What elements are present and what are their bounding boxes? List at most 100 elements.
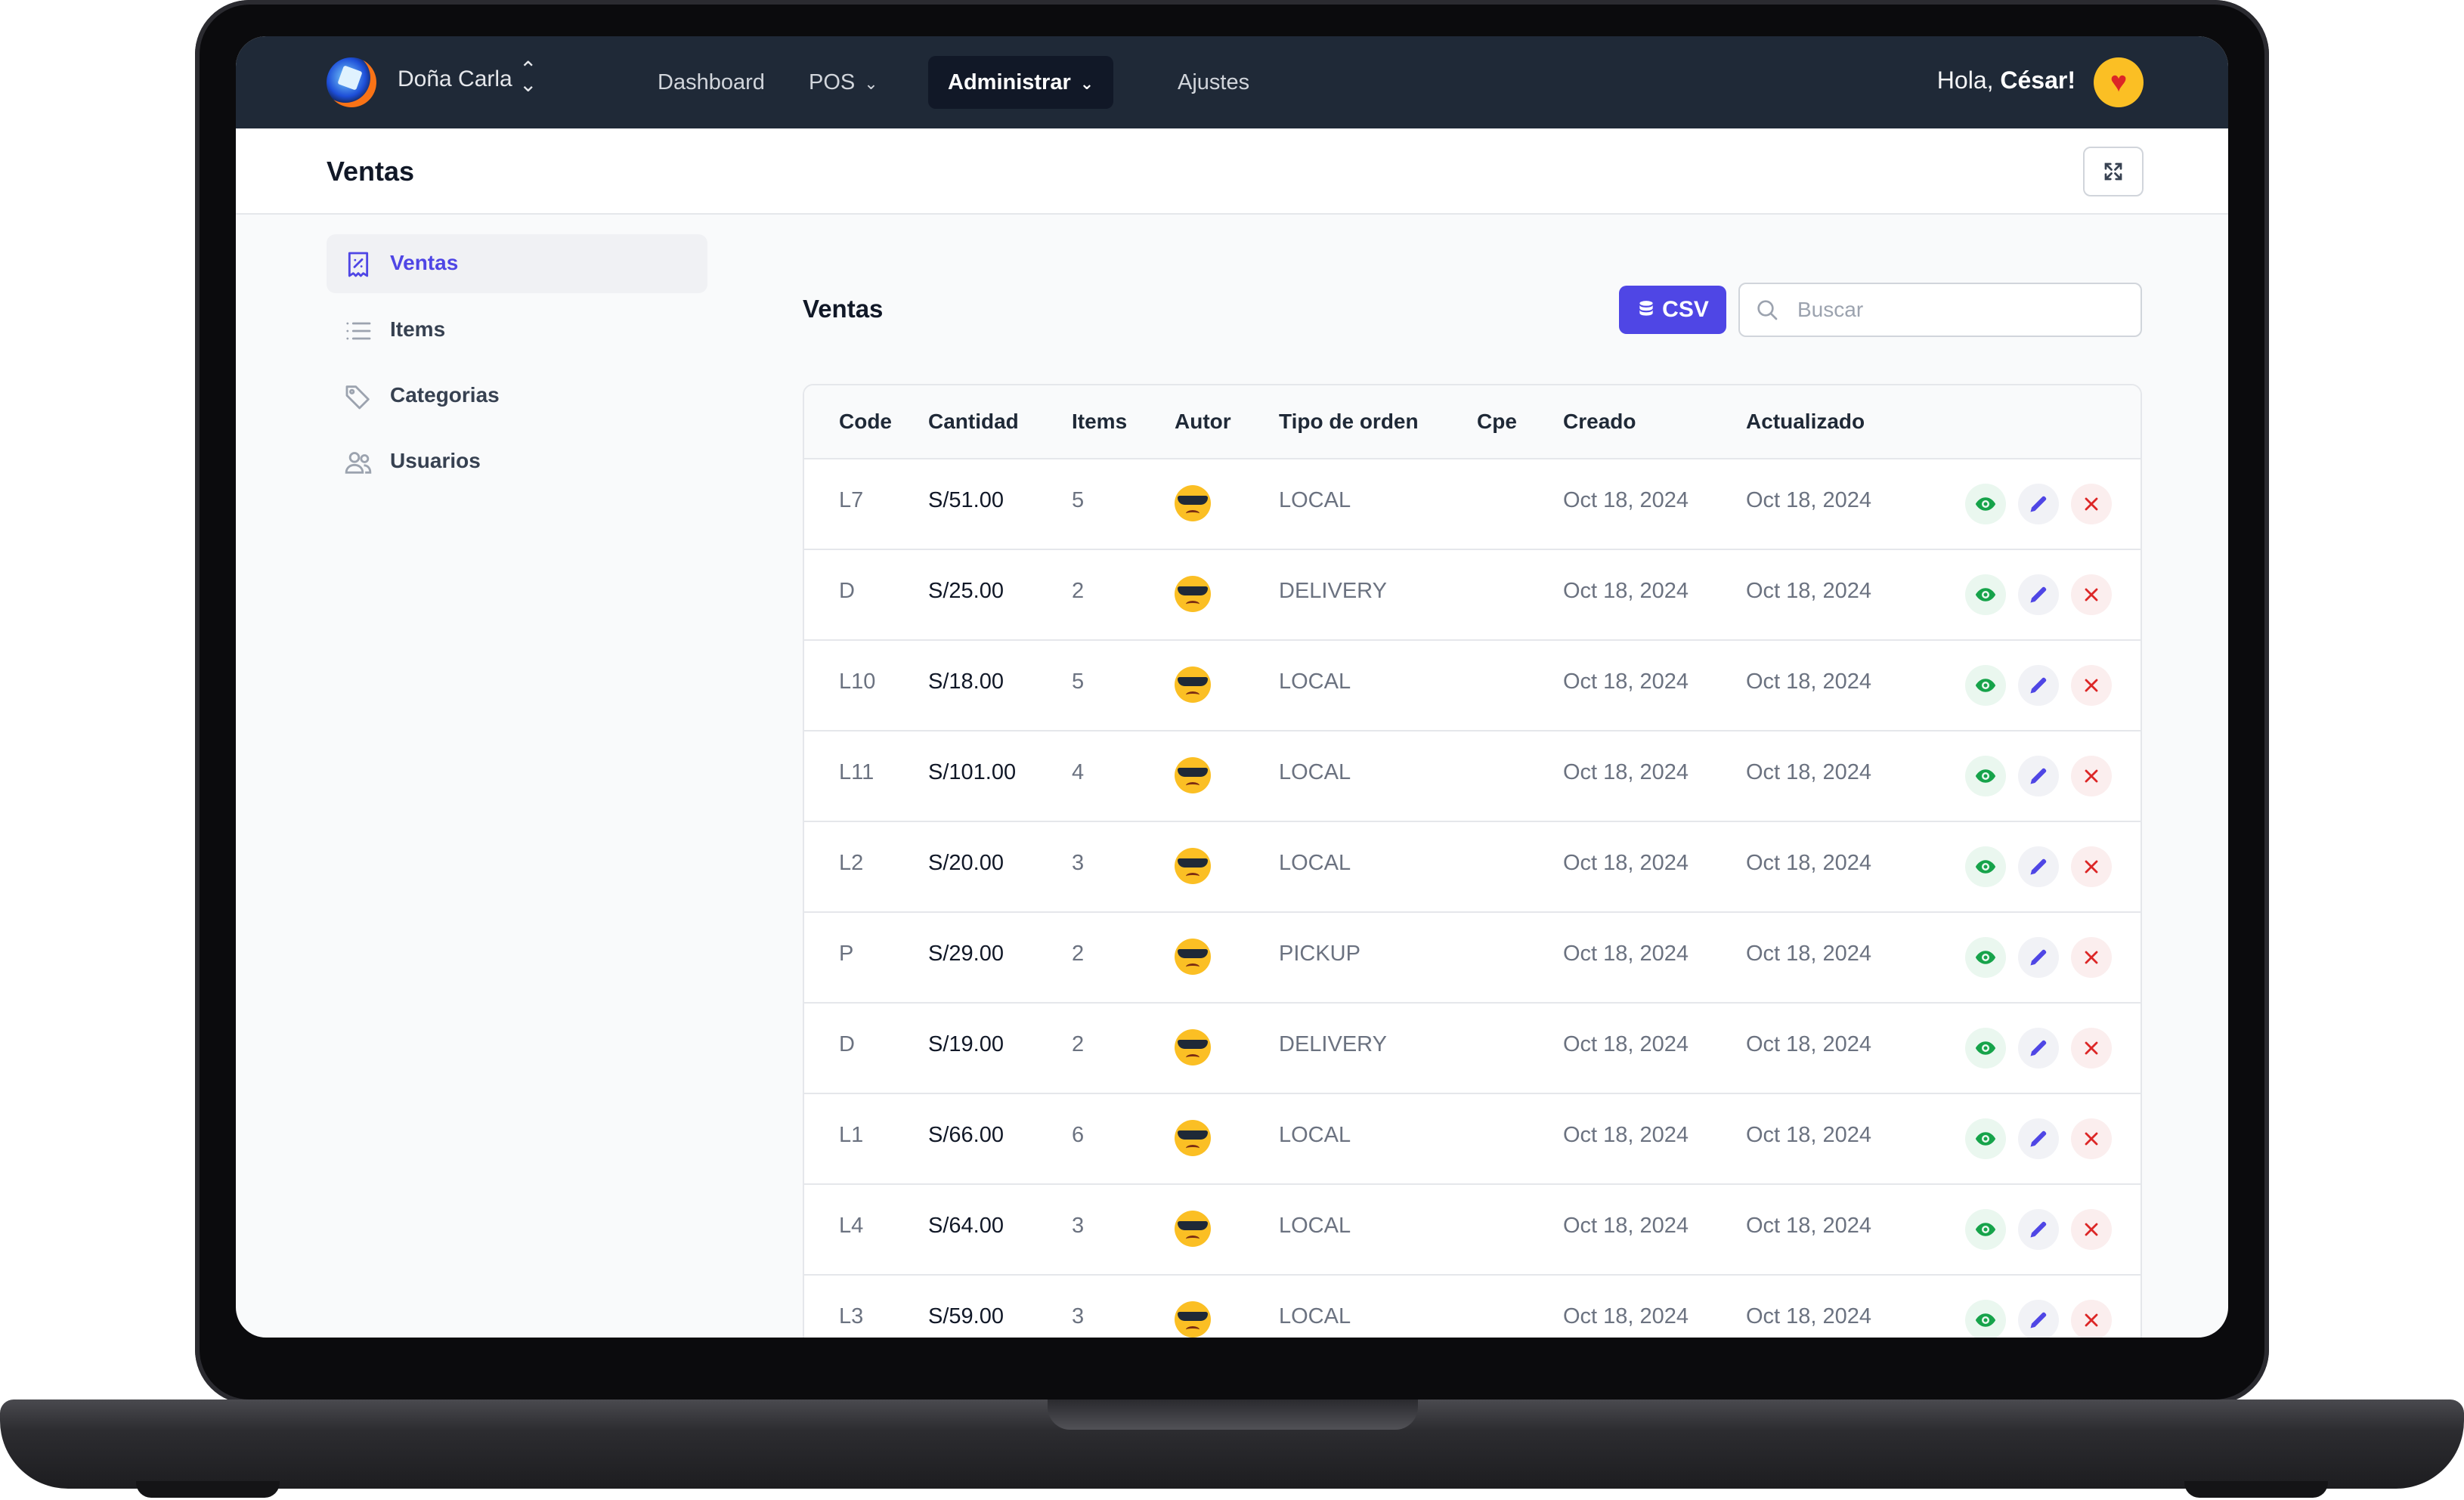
view-button[interactable]	[1965, 937, 2006, 978]
delete-button[interactable]	[2071, 665, 2112, 706]
edit-button[interactable]	[2018, 484, 2059, 524]
fullscreen-button[interactable]	[2083, 147, 2144, 196]
cell-cantidad: S/59.00	[928, 1304, 1004, 1328]
cell-cantidad: S/66.00	[928, 1123, 1004, 1147]
users-icon	[345, 452, 372, 474]
cell-code: D	[839, 579, 855, 603]
pencil-icon	[2030, 1221, 2047, 1238]
delete-button[interactable]	[2071, 484, 2112, 524]
eye-icon	[1975, 497, 1996, 511]
sidebar-item-label: Ventas	[390, 251, 459, 274]
author-emoji-icon	[1175, 666, 1211, 703]
close-icon	[2085, 497, 2098, 511]
search-input[interactable]	[1796, 293, 2124, 326]
chevron-up-down-icon[interactable]: ⌃ ⌄	[519, 57, 537, 96]
nav-dashboard[interactable]: Dashboard	[658, 70, 765, 94]
view-button[interactable]	[1965, 665, 2006, 706]
column-header-creado[interactable]: Creado	[1563, 410, 1636, 433]
edit-button[interactable]	[2018, 665, 2059, 706]
eye-icon	[1975, 1132, 1996, 1146]
delete-button[interactable]	[2071, 1118, 2112, 1159]
delete-button[interactable]	[2071, 1209, 2112, 1250]
nav-ajustes[interactable]: Ajustes	[1178, 70, 1250, 94]
cell-cantidad: S/20.00	[928, 851, 1004, 875]
view-button[interactable]	[1965, 846, 2006, 887]
sidebar-item-ventas[interactable]: Ventas	[327, 234, 707, 293]
cell-code: L10	[839, 670, 876, 694]
edit-button[interactable]	[2018, 846, 2059, 887]
delete-button[interactable]	[2071, 846, 2112, 887]
view-button[interactable]	[1965, 756, 2006, 796]
pencil-icon	[2030, 586, 2047, 603]
search-icon	[1757, 300, 1778, 320]
table-row: L1 S/66.00 6 LOCAL Oct 18, 2024 Oct 18, …	[804, 1093, 2141, 1185]
tag-icon	[345, 385, 370, 410]
column-header-cpe[interactable]: Cpe	[1477, 410, 1517, 433]
sidebar-item-categorias[interactable]: Categorias	[327, 366, 707, 425]
export-csv-button[interactable]: CSV	[1619, 286, 1726, 334]
cell-code: P	[839, 942, 854, 966]
author-emoji-icon	[1175, 1029, 1211, 1065]
eye-icon	[1975, 1041, 1996, 1055]
cell-tipo-orden: LOCAL	[1279, 488, 1351, 512]
delete-button[interactable]	[2071, 1028, 2112, 1069]
pencil-icon	[2030, 496, 2047, 512]
section-title: Ventas	[803, 295, 884, 323]
column-header-code[interactable]: Code	[839, 410, 892, 433]
edit-button[interactable]	[2018, 1209, 2059, 1250]
delete-button[interactable]	[2071, 574, 2112, 615]
cell-tipo-orden: LOCAL	[1279, 1214, 1351, 1238]
edit-button[interactable]	[2018, 756, 2059, 796]
column-header-items[interactable]: Items	[1072, 410, 1128, 433]
sidebar-item-items[interactable]: Items	[327, 301, 707, 360]
cell-tipo-orden: LOCAL	[1279, 760, 1351, 784]
eye-icon	[1975, 860, 1996, 874]
delete-button[interactable]	[2071, 756, 2112, 796]
close-icon	[2085, 1132, 2098, 1146]
sidebar-item-label: Categorias	[390, 383, 500, 407]
view-button[interactable]	[1965, 574, 2006, 615]
delete-button[interactable]	[2071, 1300, 2112, 1338]
pencil-icon	[2030, 949, 2047, 966]
cell-items: 2	[1072, 1032, 1085, 1056]
edit-button[interactable]	[2018, 1028, 2059, 1069]
edit-button[interactable]	[2018, 937, 2059, 978]
org-switcher-label[interactable]: Doña Carla	[398, 66, 512, 91]
cell-cantidad: S/101.00	[928, 760, 1017, 784]
table-row: P S/29.00 2 PICKUP Oct 18, 2024 Oct 18, …	[804, 911, 2141, 1004]
author-emoji-icon	[1175, 1211, 1211, 1247]
author-emoji-icon	[1175, 1120, 1211, 1156]
cell-cantidad: S/25.00	[928, 579, 1004, 603]
database-icon	[1639, 301, 1653, 316]
edit-button[interactable]	[2018, 1118, 2059, 1159]
view-button[interactable]	[1965, 1028, 2006, 1069]
user-avatar[interactable]: ♥	[2094, 57, 2144, 107]
cell-code: L2	[839, 851, 864, 875]
nav-administrar[interactable]: Administrar ⌄	[928, 56, 1114, 109]
column-header-actualizado[interactable]: Actualizado	[1746, 410, 1865, 433]
column-header-autor[interactable]: Autor	[1175, 410, 1231, 433]
nav-pos[interactable]: POS ⌄	[789, 56, 898, 109]
edit-button[interactable]	[2018, 574, 2059, 615]
view-button[interactable]	[1965, 1300, 2006, 1338]
list-icon	[346, 322, 371, 340]
delete-button[interactable]	[2071, 937, 2112, 978]
edit-button[interactable]	[2018, 1300, 2059, 1338]
eye-icon	[1975, 1313, 1996, 1327]
cell-cantidad: S/51.00	[928, 488, 1004, 512]
search-box[interactable]	[1738, 283, 2142, 337]
view-button[interactable]	[1965, 1118, 2006, 1159]
table-header: Code Cantidad Items Autor Tipo de orden …	[804, 385, 2141, 459]
column-header-cantidad[interactable]: Cantidad	[928, 410, 1019, 433]
cell-items: 4	[1072, 760, 1085, 784]
view-button[interactable]	[1965, 484, 2006, 524]
cell-code: L11	[839, 760, 874, 784]
view-button[interactable]	[1965, 1209, 2006, 1250]
logo-icon[interactable]	[327, 57, 376, 107]
cell-tipo-orden: LOCAL	[1279, 670, 1351, 694]
user-greeting: Hola, César!	[1936, 66, 2076, 94]
cell-code: L7	[839, 488, 864, 512]
eye-icon	[1975, 588, 1996, 602]
column-header-tipo[interactable]: Tipo de orden	[1279, 410, 1419, 433]
sidebar-item-usuarios[interactable]: Usuarios	[327, 432, 707, 491]
